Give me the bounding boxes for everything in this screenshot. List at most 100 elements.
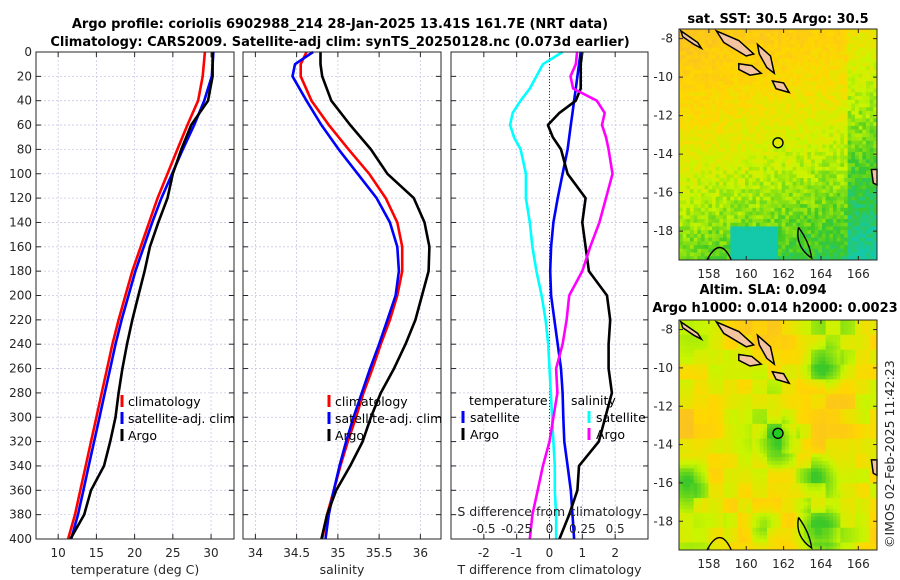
map-cell: [774, 357, 779, 362]
map-cell: [840, 40, 845, 45]
map-cell: [708, 237, 713, 242]
map-cell: [851, 364, 856, 369]
map-cell: [726, 99, 731, 104]
map-cell: [752, 77, 757, 82]
map-cell: [851, 140, 856, 145]
map-cell: [730, 125, 735, 130]
map-cell: [770, 189, 775, 194]
map-cell: [767, 47, 772, 52]
map-cell: [781, 137, 786, 142]
map-cell: [862, 43, 867, 49]
map-cell: [858, 43, 863, 49]
island: [771, 80, 791, 94]
map-cell: [851, 256, 856, 261]
map-cell: [770, 383, 775, 388]
map-cell: [818, 84, 823, 90]
map-cell: [723, 219, 728, 224]
map-cell: [800, 237, 805, 242]
map-cell: [840, 323, 845, 328]
map-cell: [862, 92, 867, 97]
map-cell: [792, 256, 797, 261]
map-cell: [690, 62, 695, 67]
map-cell: [844, 390, 849, 395]
map-cell: [869, 375, 874, 380]
map-cell: [792, 405, 797, 410]
map-cell: [800, 204, 805, 209]
map-cell: [836, 155, 841, 160]
map-cell: [752, 81, 757, 86]
map-cell: [745, 43, 750, 49]
map-cell: [796, 256, 801, 261]
map-cell: [781, 200, 786, 205]
map-cell: [708, 96, 713, 101]
map-cell: [869, 256, 874, 261]
map-cell: [796, 383, 801, 388]
map-cell: [847, 96, 852, 101]
map-cell: [756, 342, 761, 347]
map-cell: [785, 47, 790, 52]
map-cell: [862, 58, 867, 63]
map-cell: [792, 390, 797, 395]
map-cell: [704, 345, 709, 351]
map-cell: [818, 148, 823, 153]
map-cell: [840, 114, 845, 119]
map-cell: [800, 36, 805, 41]
map-cell: [862, 185, 867, 190]
map-cell: [730, 118, 735, 123]
map-cell: [767, 163, 772, 168]
map-cell: [759, 327, 764, 332]
map-cell: [690, 110, 695, 116]
map-cell: [851, 331, 856, 336]
map-cell: [741, 55, 746, 60]
map-cell: [708, 137, 713, 142]
map-cell: [792, 118, 797, 123]
map-cell: [866, 233, 871, 239]
map-cell: [708, 245, 713, 250]
map-cell: [851, 81, 856, 86]
map-cell: [811, 170, 816, 175]
map-cell: [844, 58, 849, 63]
map-cell: [708, 129, 713, 134]
map-cell: [712, 405, 717, 410]
map-cell: [811, 96, 816, 101]
map-cell: [873, 99, 878, 104]
map-cell: [704, 185, 709, 190]
map-cell: [814, 88, 819, 93]
map-cell: [833, 207, 838, 212]
map-cell: [803, 140, 808, 145]
map-cell: [719, 81, 724, 86]
map-cell: [693, 222, 698, 227]
map-cell: [734, 125, 739, 130]
x-axis-label: T difference from climatology: [456, 562, 642, 577]
map-cell: [752, 349, 757, 354]
map-cell: [686, 371, 691, 377]
map-cell: [748, 114, 753, 119]
map-cell: [847, 360, 852, 365]
map-cell: [693, 233, 698, 239]
map-cell: [792, 66, 797, 71]
map-cell: [840, 192, 845, 198]
map-cell: [726, 103, 731, 108]
map-cell: [701, 397, 706, 403]
map-cell: [704, 88, 709, 93]
map-cell: [862, 245, 867, 250]
difference-panel: -2 -1 0 1 2T difference from climatologytemp…: [450, 50, 649, 577]
map-cell: [715, 375, 720, 380]
map-cell: [781, 170, 786, 175]
map-cell: [836, 245, 841, 250]
map-cell: [693, 204, 698, 209]
map-cell: [811, 357, 816, 362]
map-cell: [818, 331, 823, 336]
map-cell: [851, 125, 856, 130]
map-cell: [704, 166, 709, 171]
map-cell: [723, 237, 728, 242]
map-cell: [767, 73, 772, 78]
map-cell: [686, 349, 691, 354]
map-cell: [789, 200, 794, 205]
map-cell: [851, 371, 856, 377]
map-cell: [752, 62, 757, 67]
map-cell: [814, 114, 819, 119]
map-cell: [763, 47, 768, 52]
map-cell: [858, 88, 863, 93]
map-cell: [723, 84, 728, 90]
